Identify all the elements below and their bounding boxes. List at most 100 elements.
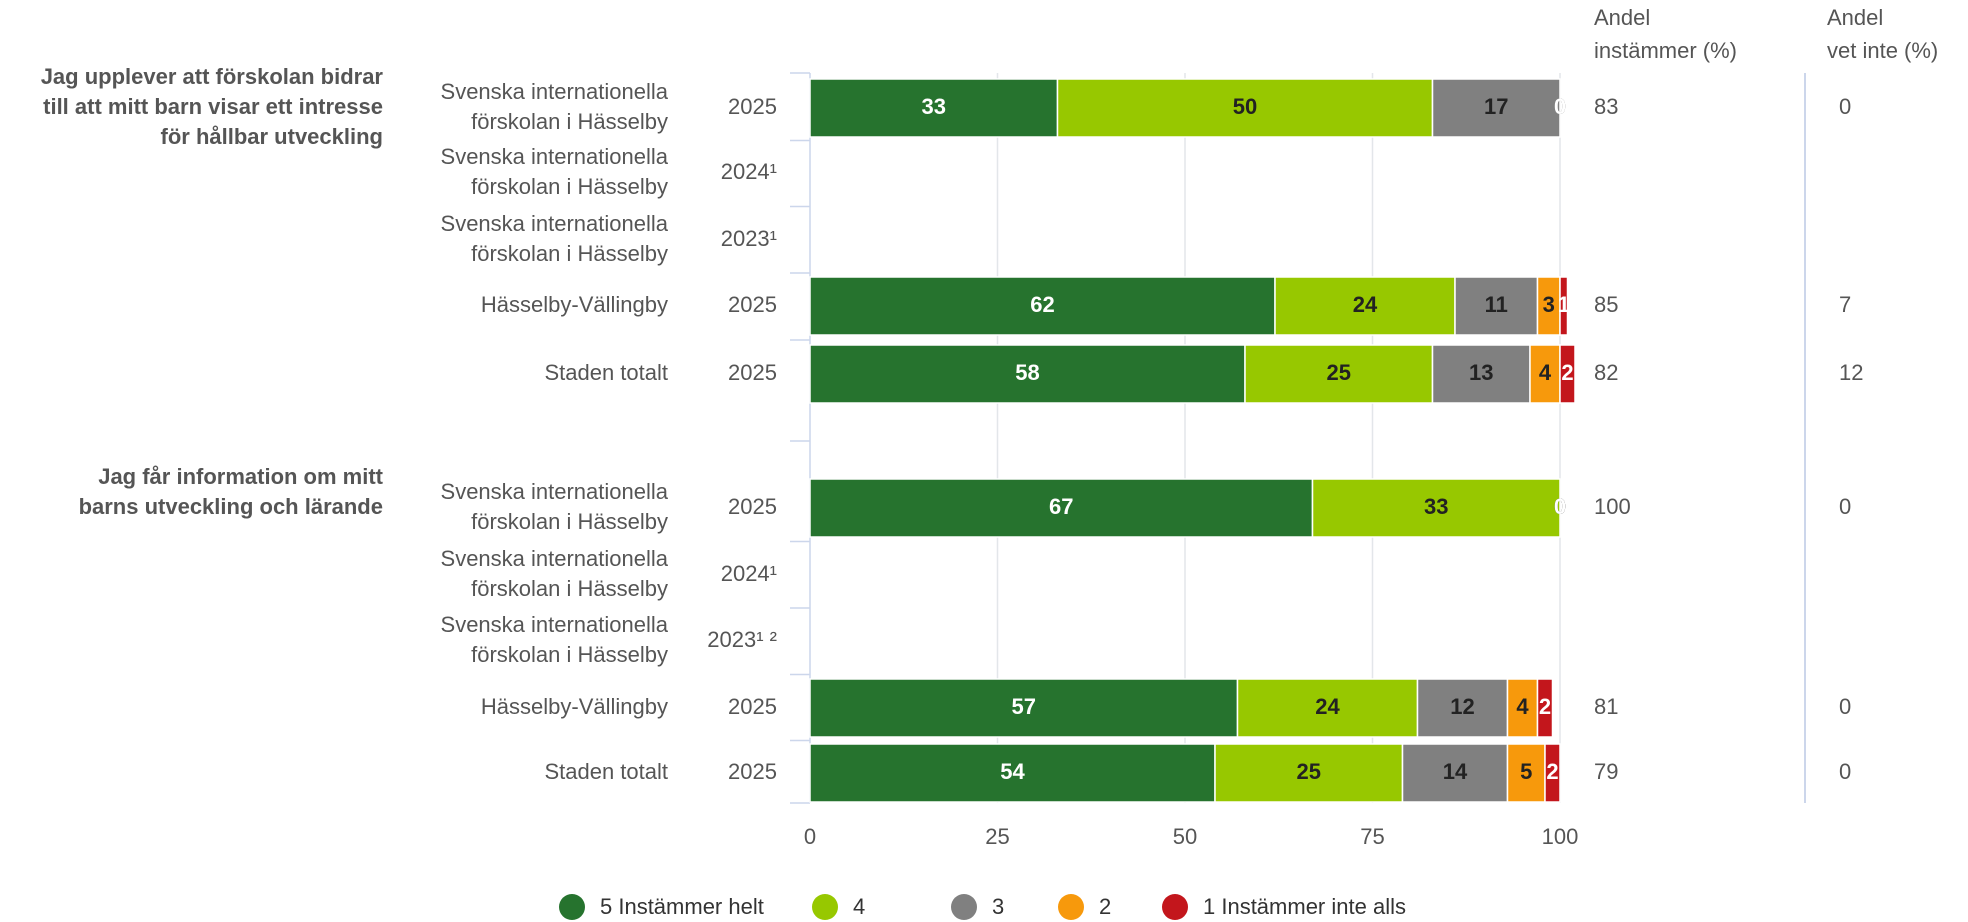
organization-label: förskolan i Hässelby [471, 109, 668, 134]
column-value: 81 [1594, 694, 1618, 719]
data-label: 62 [1030, 292, 1054, 317]
organization-label: Svenska internationella [441, 211, 669, 236]
legend-marker [559, 894, 585, 920]
bar-segment [1559, 276, 1569, 336]
column-value: 0 [1839, 94, 1851, 119]
column-value: 7 [1839, 292, 1851, 317]
question-label: barns utveckling och lärande [79, 494, 383, 519]
question-label: Jag upplever att förskolan bidrar [41, 64, 384, 89]
data-label: 2 [1561, 360, 1573, 385]
data-label: 1 [1558, 292, 1570, 317]
data-label: 33 [1424, 494, 1448, 519]
data-label: 0 [1554, 494, 1566, 519]
bar-segment [1431, 344, 1531, 404]
data-label: 0 [1554, 94, 1566, 119]
legend-label: 2 [1099, 894, 1111, 919]
data-label: 57 [1012, 694, 1036, 719]
organization-label: förskolan i Hässelby [471, 174, 668, 199]
data-label: 58 [1015, 360, 1039, 385]
data-label: 25 [1297, 759, 1321, 784]
bar-segment [809, 478, 1314, 538]
organization-label: förskolan i Hässelby [471, 642, 668, 667]
data-label: 0 [1554, 494, 1566, 519]
year-label: 2025 [728, 360, 777, 385]
legend-marker [1162, 894, 1188, 920]
column-value: 79 [1594, 759, 1618, 784]
organization-label: Hässelby-Vällingby [481, 694, 668, 719]
year-label: 2024¹ [721, 561, 777, 586]
bar-segment [1274, 276, 1456, 336]
data-label: 24 [1315, 694, 1340, 719]
organization-label: Svenska internationella [441, 546, 669, 571]
bar-segment [1536, 678, 1554, 738]
column-value: 82 [1594, 360, 1618, 385]
column-value: 12 [1839, 360, 1863, 385]
organization-label: Svenska internationella [441, 612, 669, 637]
year-label: 2025 [728, 759, 777, 784]
bar-segment [809, 276, 1276, 336]
data-label: 17 [1484, 94, 1508, 119]
data-label: 5 [1520, 759, 1532, 784]
data-label: 2 [1539, 694, 1551, 719]
organization-label: Svenska internationella [441, 144, 669, 169]
bar-segment [809, 743, 1216, 803]
data-label: 25 [1327, 360, 1351, 385]
column-header: Andel [1827, 5, 1883, 30]
bar-segment [1056, 78, 1434, 138]
bar-segment [1236, 678, 1419, 738]
bar-segment [1401, 743, 1509, 803]
bar-segment [1416, 678, 1509, 738]
year-label: 2025 [728, 94, 777, 119]
x-tick-label: 50 [1173, 824, 1197, 849]
legend-label: 4 [853, 894, 865, 919]
data-label: 2 [1546, 759, 1558, 784]
question-label: till att mitt barn visar ett intresse [43, 94, 383, 119]
x-tick-label: 100 [1542, 824, 1579, 849]
bar-segment [1544, 743, 1561, 803]
x-tick-label: 0 [804, 824, 816, 849]
x-tick-label: 25 [985, 824, 1009, 849]
organization-label: Staden totalt [544, 759, 668, 784]
data-label: 12 [1450, 694, 1474, 719]
bar-segment [809, 678, 1239, 738]
bar-segment [1454, 276, 1539, 336]
column-value: 85 [1594, 292, 1618, 317]
data-label: 33 [922, 94, 946, 119]
data-label: 67 [1049, 494, 1073, 519]
data-label: 24 [1353, 292, 1378, 317]
organization-label: Svenska internationella [441, 479, 669, 504]
organization-label: förskolan i Hässelby [471, 576, 668, 601]
data-label: 14 [1443, 759, 1468, 784]
bar-segment [1214, 743, 1404, 803]
question-label: Jag får information om mitt [98, 464, 383, 489]
data-label: 4 [1539, 360, 1552, 385]
data-label: 3 [1543, 292, 1555, 317]
column-value: 83 [1594, 94, 1618, 119]
legend-marker [1058, 894, 1084, 920]
organization-label: Svenska internationella [441, 79, 669, 104]
organization-label: förskolan i Hässelby [471, 241, 668, 266]
column-value: 0 [1839, 494, 1851, 519]
organization-label: Hässelby-Vällingby [481, 292, 668, 317]
data-label: 0 [1554, 494, 1566, 519]
data-label: 13 [1469, 360, 1493, 385]
bar-segment [1431, 78, 1561, 138]
legend-marker [951, 894, 977, 920]
bar-segment [1559, 344, 1576, 404]
question-label: för hållbar utveckling [161, 124, 384, 149]
data-label: 11 [1485, 292, 1508, 317]
year-label: 2024¹ [721, 159, 777, 184]
data-label: 54 [1000, 759, 1025, 784]
data-label: 50 [1233, 94, 1257, 119]
legend-label: 5 Instämmer helt [600, 894, 764, 919]
column-value: 100 [1594, 494, 1631, 519]
bar-segment [1244, 344, 1434, 404]
year-label: 2025 [728, 494, 777, 519]
data-label: 0 [1554, 94, 1566, 119]
legend-label: 1 Instämmer inte alls [1203, 894, 1406, 919]
column-header: Andel [1594, 5, 1650, 30]
bar-segment [809, 344, 1246, 404]
organization-label: förskolan i Hässelby [471, 509, 668, 534]
bar-segment [1311, 478, 1561, 538]
